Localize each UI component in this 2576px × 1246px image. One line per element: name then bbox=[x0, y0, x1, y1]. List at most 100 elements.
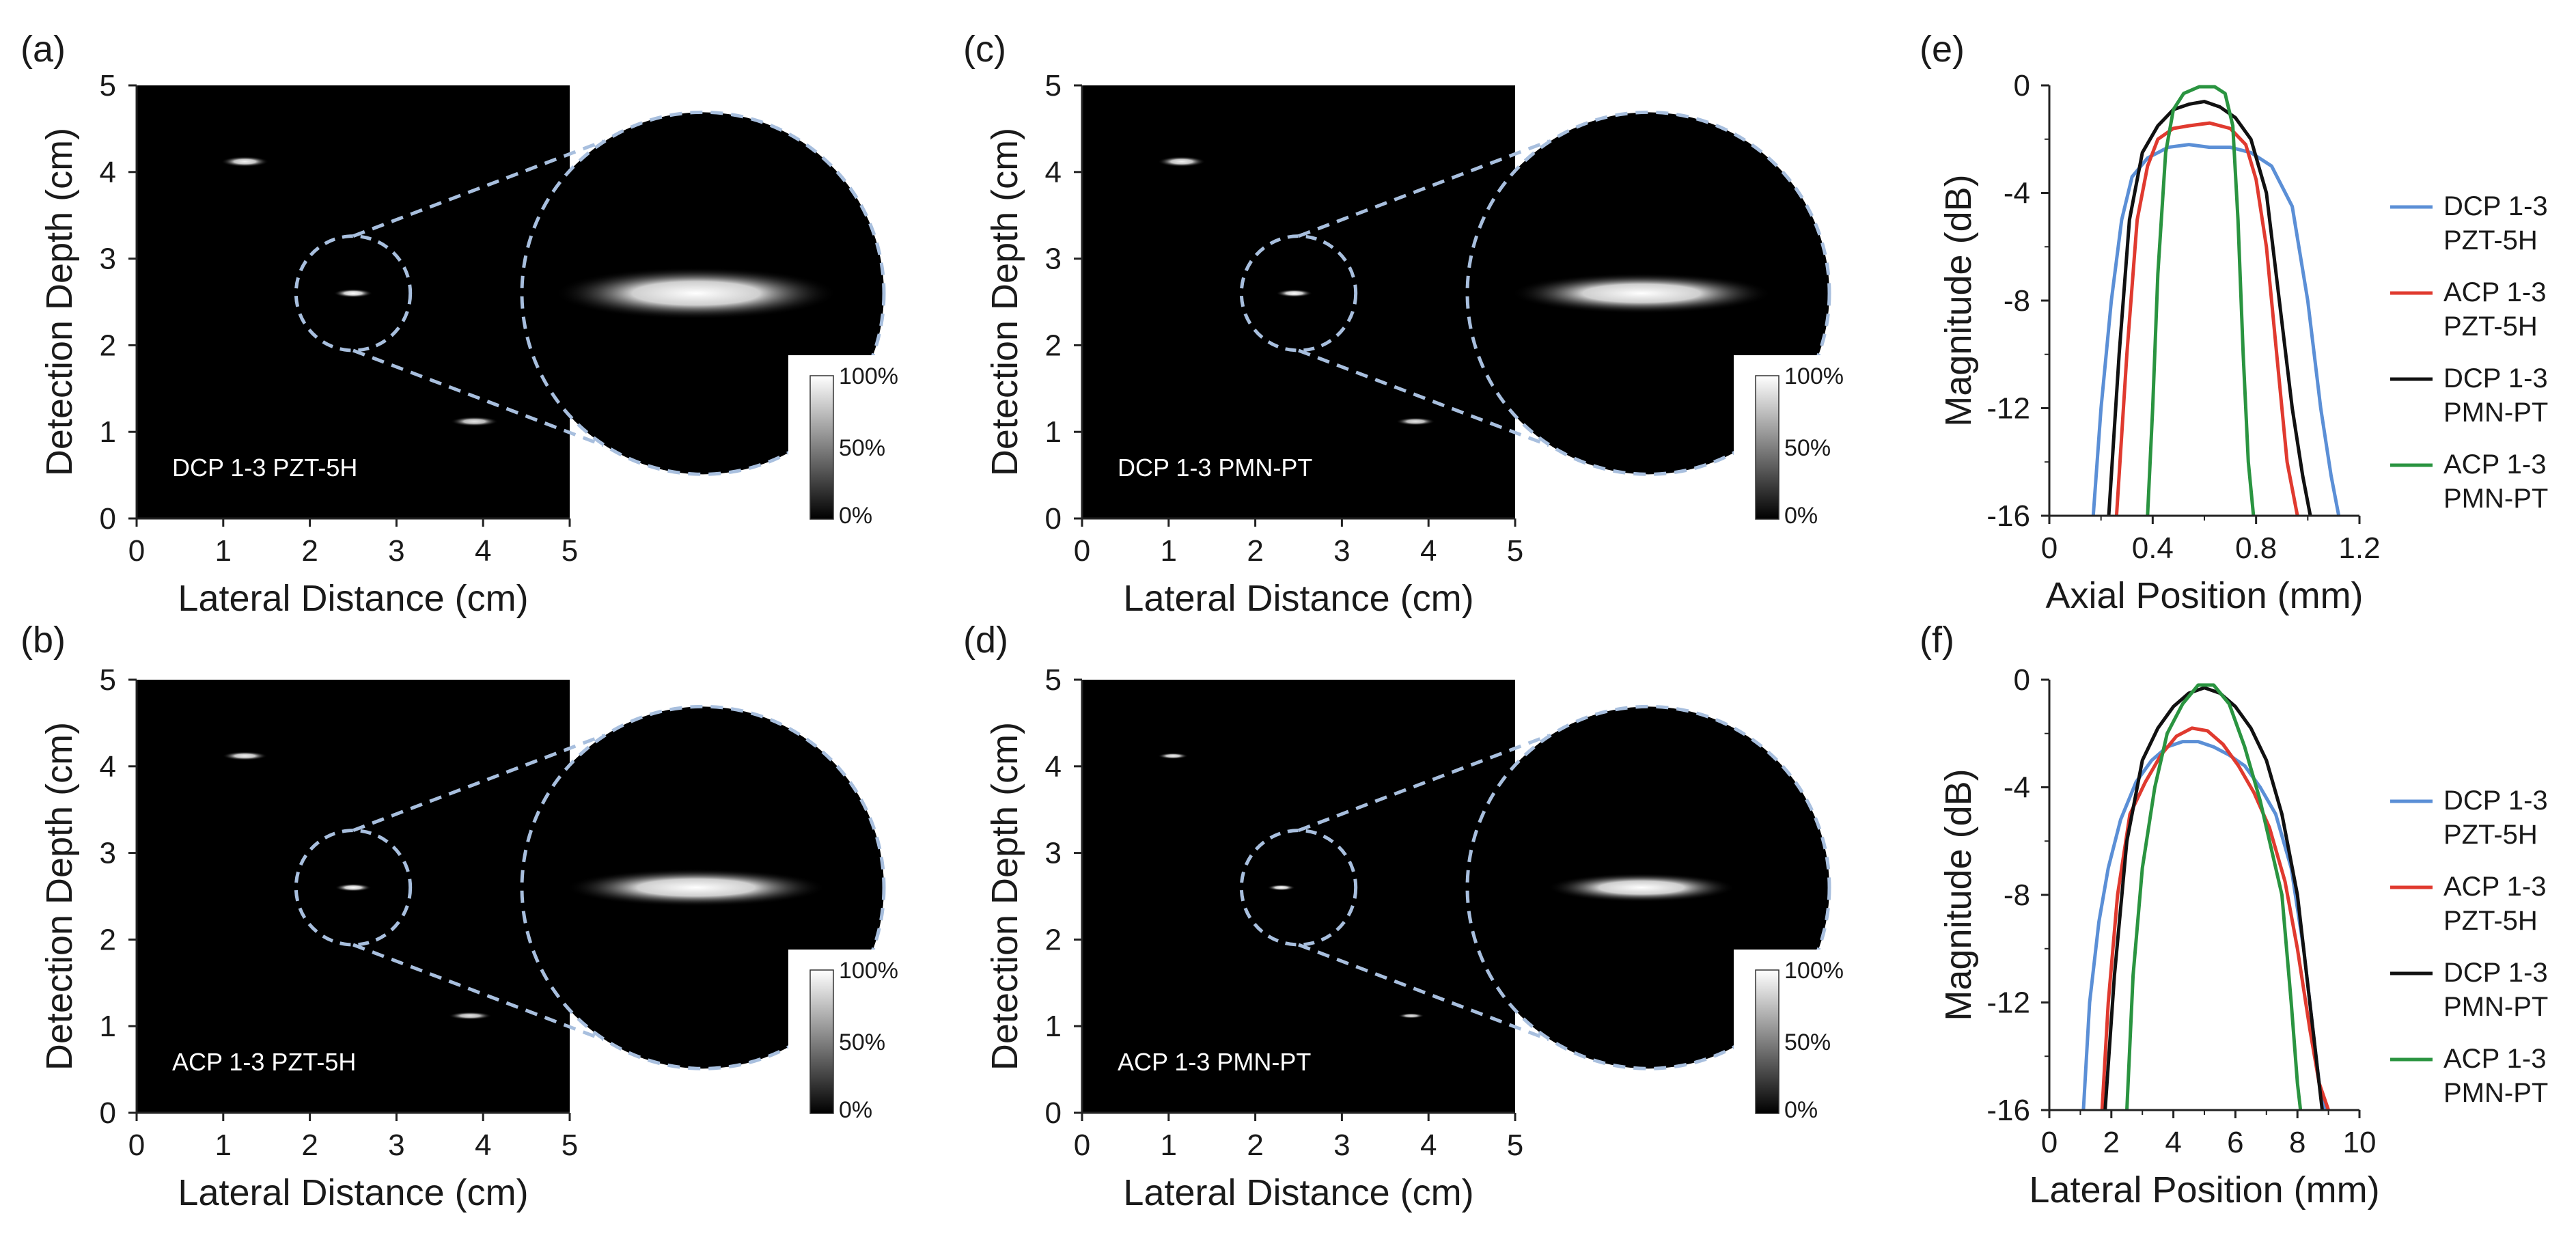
y-tick-label: 5 bbox=[100, 69, 116, 102]
y-axis-label: Detection Depth (cm) bbox=[984, 128, 1025, 476]
x-tick-label: 0 bbox=[2041, 531, 2058, 565]
panel-label: (f) bbox=[1920, 620, 1954, 661]
zoomed-reflector bbox=[1547, 873, 1736, 902]
x-tick-label: 0.8 bbox=[2235, 531, 2277, 565]
x-tick-label: 2 bbox=[1247, 1129, 1263, 1162]
x-tick-label: 4 bbox=[475, 534, 491, 568]
legend-label: PMN-PT bbox=[2443, 398, 2548, 428]
x-axis-label: Lateral Distance (cm) bbox=[178, 1172, 528, 1213]
legend-label: PZT-5H bbox=[2443, 820, 2538, 850]
panel-label: (a) bbox=[20, 29, 66, 70]
x-tick-label: 10 bbox=[2343, 1126, 2377, 1159]
y-tick-label: 0 bbox=[1045, 502, 1062, 536]
legend-label: DCP 1-3 bbox=[2443, 363, 2548, 393]
y-tick-label: 1 bbox=[100, 415, 116, 449]
colorbar-tick-label: 0% bbox=[839, 1097, 872, 1123]
x-tick-label: 0.4 bbox=[2132, 531, 2174, 565]
colorbar-background bbox=[1734, 950, 1843, 1127]
y-axis-label: Detection Depth (cm) bbox=[984, 722, 1025, 1070]
legend-label: PZT-5H bbox=[2443, 225, 2538, 255]
y-tick-label: 0 bbox=[100, 502, 116, 536]
zoom-connector-bottom bbox=[1298, 348, 1550, 447]
y-tick-label: 2 bbox=[1045, 329, 1062, 362]
x-tick-label: 2 bbox=[2103, 1126, 2120, 1159]
x-tick-label: 1.2 bbox=[2338, 531, 2380, 565]
x-tick-label: 1 bbox=[215, 534, 232, 568]
legend-label: ACP 1-3 bbox=[2443, 1044, 2546, 1074]
x-tick-label: 5 bbox=[1507, 534, 1523, 568]
series-line-acp-1-3-pmn-pt bbox=[2125, 683, 2303, 1111]
y-tick-label: 2 bbox=[100, 329, 116, 362]
colorbar-tick-label: 0% bbox=[1784, 1097, 1818, 1123]
reflector-3 bbox=[1396, 417, 1435, 426]
x-tick-label: 5 bbox=[1507, 1129, 1523, 1162]
y-tick-label: 5 bbox=[1045, 663, 1062, 697]
image-area bbox=[137, 85, 570, 518]
y-tick-label: 4 bbox=[1045, 156, 1062, 189]
series-line-dcp-1-3-pzt-5h bbox=[2091, 143, 2341, 516]
zoom-connector-bottom bbox=[352, 348, 605, 447]
panel-c: (c) 100% 50% 0% DCP 1-3 PMN-PT 0 1 2 3 4 5 0 1 2 3 4 5 La… bbox=[963, 29, 1844, 619]
zoom-connector-top bbox=[352, 734, 605, 832]
x-tick-label: 3 bbox=[1333, 534, 1350, 568]
y-tick-label: 5 bbox=[100, 663, 116, 697]
reflector-1 bbox=[1157, 753, 1189, 760]
zoom-source-circle bbox=[294, 234, 413, 352]
reflector-1 bbox=[222, 751, 268, 760]
colorbar-background bbox=[1734, 355, 1843, 533]
panel-d: (d) 100% 50% 0% ACP 1-3 PMN-PT 0 1 2 3 4 5 0 1 2 3 4 5 La… bbox=[963, 620, 1844, 1213]
x-tick-label: 4 bbox=[1420, 1129, 1437, 1162]
legend-label: ACP 1-3 bbox=[2443, 277, 2546, 307]
y-tick-label: -12 bbox=[1986, 392, 2030, 426]
reflector-2 bbox=[335, 883, 372, 892]
y-tick-label: 3 bbox=[1045, 837, 1062, 870]
y-axis-label: Magnitude (dB) bbox=[1938, 769, 1979, 1021]
legend-label: DCP 1-3 bbox=[2443, 786, 2548, 816]
colorbar bbox=[1755, 969, 1779, 1114]
panel-label: (d) bbox=[963, 620, 1008, 661]
colorbar-tick-label: 50% bbox=[839, 1029, 885, 1055]
y-tick-label: 2 bbox=[100, 923, 116, 956]
y-tick-label: 4 bbox=[100, 156, 116, 189]
x-tick-label: 0 bbox=[2041, 1126, 2058, 1159]
y-tick-label: -12 bbox=[1986, 986, 2030, 1020]
x-tick-label: 0 bbox=[1074, 534, 1090, 568]
x-tick-label: 8 bbox=[2289, 1126, 2305, 1159]
panel-a: (a) 100% 50% 0% DCP 1-3 PZT-5H 0 1 2 3 4 5 0 1 2 3 4 5 La… bbox=[20, 29, 898, 619]
legend-label: PZT-5H bbox=[2443, 312, 2538, 342]
x-tick-label: 4 bbox=[1420, 534, 1437, 568]
zoom-source-circle bbox=[1239, 829, 1358, 947]
colorbar bbox=[1755, 375, 1779, 520]
image-label: ACP 1-3 PZT-5H bbox=[172, 1048, 356, 1076]
series-line-acp-1-3-pmn-pt bbox=[2146, 85, 2256, 516]
image-area bbox=[137, 680, 570, 1113]
legend-label: DCP 1-3 bbox=[2443, 191, 2548, 221]
x-tick-label: 0 bbox=[1074, 1129, 1090, 1162]
x-tick-label: 2 bbox=[1247, 534, 1263, 568]
y-tick-label: 3 bbox=[1045, 243, 1062, 276]
colorbar bbox=[809, 375, 834, 520]
legend-label: ACP 1-3 bbox=[2443, 872, 2546, 902]
panel-label: (e) bbox=[1920, 29, 1965, 70]
image-area bbox=[1082, 85, 1515, 518]
x-tick-label: 0 bbox=[128, 534, 145, 568]
y-tick-label: 1 bbox=[100, 1010, 116, 1043]
colorbar-tick-label: 100% bbox=[1784, 958, 1844, 984]
reflector-2 bbox=[1276, 289, 1313, 298]
reflector-3 bbox=[450, 417, 499, 426]
y-tick-label: -16 bbox=[1986, 1094, 2030, 1127]
x-tick-label: 5 bbox=[562, 1129, 578, 1162]
y-tick-label: -16 bbox=[1986, 499, 2030, 533]
y-tick-label: -8 bbox=[2004, 878, 2030, 912]
zoom-connector-bottom bbox=[1298, 943, 1550, 1042]
y-tick-label: 0 bbox=[2014, 69, 2030, 102]
y-tick-label: 2 bbox=[1045, 923, 1062, 956]
reflector-3 bbox=[1398, 1013, 1424, 1019]
y-tick-label: 4 bbox=[1045, 750, 1062, 784]
x-axis-label: Axial Position (mm) bbox=[2045, 575, 2363, 616]
zoom-connector-bottom bbox=[352, 943, 605, 1042]
x-tick-label: 4 bbox=[475, 1129, 491, 1162]
legend-label: DCP 1-3 bbox=[2443, 958, 2548, 988]
y-axis-label: Magnitude (dB) bbox=[1938, 174, 1979, 426]
reflector-2 bbox=[333, 288, 373, 298]
